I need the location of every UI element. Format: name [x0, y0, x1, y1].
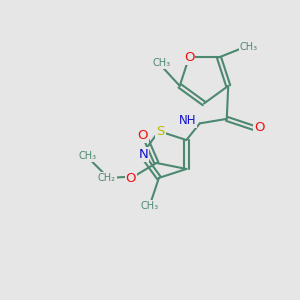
Text: O: O: [126, 172, 136, 185]
Text: N: N: [139, 148, 148, 161]
Text: CH₃: CH₃: [78, 152, 97, 161]
Text: O: O: [138, 129, 148, 142]
Text: CH₃: CH₃: [240, 42, 258, 52]
Text: S: S: [156, 124, 165, 138]
Text: CH₂: CH₂: [98, 173, 116, 183]
Text: NH: NH: [179, 115, 196, 128]
Text: O: O: [184, 51, 194, 64]
Text: CH₃: CH₃: [141, 201, 159, 211]
Text: O: O: [254, 122, 264, 134]
Text: CH₃: CH₃: [153, 58, 171, 68]
